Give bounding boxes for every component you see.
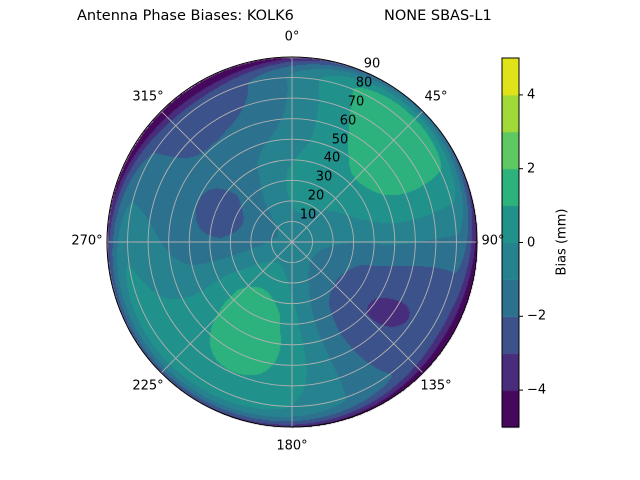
r-gridline [270, 220, 314, 264]
r-gridline [229, 179, 355, 305]
r-gridline [168, 118, 416, 366]
colorbar-frame [501, 57, 520, 428]
r-gridline [188, 138, 396, 346]
r-gridline [209, 159, 375, 325]
r-tick-label: 20 [307, 188, 325, 204]
r-gridline [106, 56, 478, 428]
theta-tick-label: 45° [424, 89, 448, 105]
r-tick-label: 60 [339, 113, 357, 129]
colorbar-tick-label: −2 [527, 308, 547, 324]
theta-tick-label: 180° [276, 438, 308, 454]
theta-gridline [160, 110, 293, 243]
r-tick-label: 30 [315, 169, 333, 185]
theta-tick-label: 90° [481, 233, 505, 249]
theta-gridline [160, 241, 293, 374]
theta-tick-label: 270° [71, 233, 103, 249]
theta-tick-label: 315° [132, 89, 164, 105]
polar-frame [106, 56, 478, 428]
r-gridline [250, 200, 334, 284]
chart-subtitle: NONE SBAS-L1 [384, 8, 492, 24]
colorbar-tick-label: 4 [527, 87, 536, 103]
r-tick-label: 90 [363, 56, 381, 72]
r-tick-label: 80 [355, 75, 373, 91]
theta-tick-label: 0° [284, 29, 300, 45]
colorbar-tick-label: 0 [527, 235, 536, 250]
r-tick-label: 50 [331, 132, 349, 147]
r-gridline [147, 97, 437, 387]
colorbar-tick-label: 2 [527, 161, 536, 177]
r-tick-label: 10 [299, 207, 317, 223]
colorbar-label: Bias (mm) [554, 208, 570, 276]
r-tick-label: 70 [347, 94, 365, 110]
theta-tick-label: 135° [420, 378, 452, 394]
colorbar-tick-label: −4 [527, 382, 547, 398]
theta-tick-label: 225° [132, 378, 164, 394]
theta-gridline [291, 241, 424, 374]
chart-title: Antenna Phase Biases: KOLK6 [77, 8, 294, 24]
r-tick-label: 40 [323, 150, 341, 166]
r-gridline [127, 77, 457, 407]
